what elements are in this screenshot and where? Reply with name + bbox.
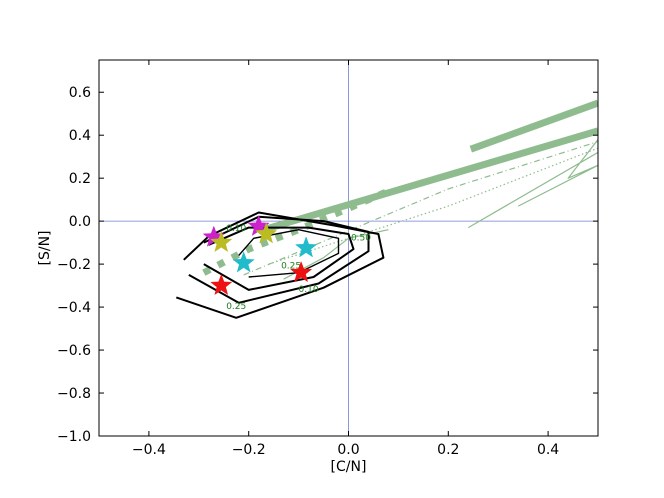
contour-label-1: 0.10 [226, 224, 246, 234]
y-tick-label: −0.4 [57, 300, 91, 316]
tick-marks [99, 60, 598, 437]
x-tick-label: 0.4 [537, 442, 559, 458]
x-tick-label: −0.4 [132, 442, 166, 458]
contour-label-5: 0.25 [281, 261, 301, 271]
contour-label-4: 0.50 [351, 233, 371, 243]
y-tick-label: −0.8 [57, 386, 91, 402]
model-track-6 [467, 138, 598, 229]
star-marker-4 [255, 222, 278, 244]
y-tick-label: 0.0 [69, 214, 91, 230]
tick-labels: −0.4 −0.2 0.0 0.2 0.4 −1.0 −0.8 −0.6 −0.4 −0.2 0.0… [57, 85, 559, 458]
x-axis-label: [C/N] [331, 459, 367, 475]
plot-area: 0.10 0.25 0.10 0.50 0.25 [99, 60, 598, 436]
y-tick-label: 0.2 [69, 171, 91, 187]
x-tick-label: −0.2 [232, 442, 266, 458]
y-tick-label: −0.6 [57, 343, 91, 359]
y-tick-label: −0.2 [57, 257, 91, 273]
model-track-2 [262, 127, 598, 234]
x-tick-label: 0.0 [337, 442, 359, 458]
y-tick-label: 0.6 [69, 85, 91, 101]
contour-label-2: 0.25 [226, 302, 246, 312]
contour-line-1 [175, 211, 385, 319]
contour-label-3: 0.10 [299, 285, 319, 295]
star-marker-6 [294, 236, 318, 258]
model-track-4 [243, 141, 598, 276]
y-tick-label: −1.0 [57, 429, 91, 445]
star-marker-3 [210, 230, 233, 253]
model-track-5 [268, 147, 598, 265]
contour-line-2 [188, 215, 370, 304]
star-marker-8 [289, 260, 313, 283]
star-marker-7 [210, 273, 233, 296]
model-track-3 [202, 187, 390, 276]
x-tick-label: 0.2 [437, 442, 459, 458]
model-track-1 [469, 99, 598, 153]
star-marker-5 [232, 251, 255, 273]
y-tick-label: 0.4 [69, 128, 91, 144]
y-axis-label: [S/N] [37, 231, 53, 266]
